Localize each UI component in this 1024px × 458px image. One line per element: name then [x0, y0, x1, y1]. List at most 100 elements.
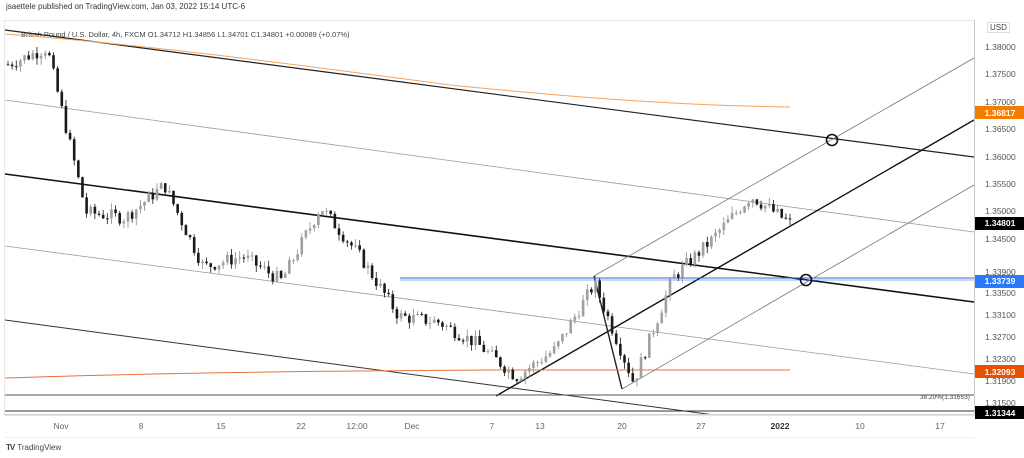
candle-body: [643, 357, 647, 359]
candle-body: [14, 66, 18, 68]
candle-body: [403, 313, 407, 316]
price-tick: 1.36500: [985, 124, 1016, 135]
candle-body: [685, 258, 688, 265]
candle-body: [64, 105, 68, 133]
currency-badge[interactable]: USD: [987, 22, 1010, 33]
candle-body: [672, 274, 676, 280]
time-tick: 17: [935, 421, 945, 431]
candle-body: [106, 218, 109, 220]
candle-body: [93, 206, 97, 214]
candle-body: [751, 199, 755, 203]
candle-body: [254, 255, 258, 266]
candle-body: [56, 68, 59, 92]
candle-body: [275, 271, 279, 282]
time-tick: 20: [617, 421, 627, 431]
lower-trendline[interactable]: [4, 319, 752, 414]
rising-trendline[interactable]: [495, 119, 974, 397]
candle-body: [482, 344, 486, 352]
candle-body: [35, 53, 39, 59]
candle-body: [437, 319, 440, 323]
candle-body: [143, 202, 146, 206]
descending-channel-mid[interactable]: [4, 99, 974, 233]
candle-body: [118, 213, 122, 224]
candle-body: [354, 245, 357, 247]
swing-leg[interactable]: [593, 275, 623, 390]
intersection-circle-lower[interactable]: [799, 273, 813, 287]
rising-channel-lower[interactable]: [621, 184, 974, 390]
price-axis[interactable]: USD 1.38000 1.37500 1.37000 1.36500 1.36000 1…: [974, 20, 1024, 420]
price-tick: 1.31500: [985, 398, 1016, 408]
candle-body: [412, 314, 415, 323]
candle-body: [184, 225, 188, 236]
price-label-last-price: 1.34801: [975, 216, 1024, 230]
candle-body: [461, 340, 465, 342]
candle-body: [201, 261, 204, 263]
candle-body: [234, 258, 237, 265]
intersection-circle-upper[interactable]: [825, 133, 839, 147]
upper-trendline[interactable]: [4, 29, 974, 158]
candle-body: [97, 213, 101, 215]
candle-body: [681, 264, 684, 278]
price-tick: 1.33100: [985, 310, 1016, 321]
candle-body: [362, 249, 366, 268]
candle-body: [606, 311, 610, 317]
tradingview-footer: TV TradingView: [6, 443, 61, 452]
candle-body: [523, 371, 527, 379]
middle-trendline[interactable]: [4, 173, 974, 303]
price-tick: 1.35500: [985, 178, 1016, 189]
candle-body: [548, 353, 552, 357]
candle-body: [213, 266, 217, 270]
candle-body: [288, 260, 291, 274]
candle-body: [610, 316, 614, 334]
time-tick: 7: [489, 421, 495, 431]
candle-body: [172, 190, 175, 205]
symbol-ohlc-legend: British Pound / U.S. Dollar, 4h, FXCM O1…: [21, 30, 350, 39]
candle-body: [139, 205, 142, 210]
candle-body: [656, 323, 659, 333]
chart-pane[interactable]: British Pound / U.S. Dollar, 4h, FXCM O1…: [4, 20, 975, 416]
candle-body: [457, 338, 461, 341]
candle-body: [507, 369, 510, 373]
time-tick: 12:00: [346, 421, 368, 431]
candle-body: [39, 55, 43, 59]
candle-body: [6, 64, 10, 66]
candle-body: [743, 206, 746, 213]
time-tick: 8: [138, 421, 144, 431]
candle-body: [705, 242, 709, 247]
candle-body: [238, 257, 242, 259]
tradingview-logo-icon: TV: [6, 443, 15, 452]
candle-body: [163, 183, 167, 193]
candle-body: [739, 212, 742, 214]
candle-body: [168, 190, 171, 193]
descending-channel-lower[interactable]: [4, 245, 974, 375]
candle-body: [569, 320, 573, 334]
time-tick: 27: [696, 421, 706, 431]
price-tick: 1.32700: [985, 332, 1016, 343]
candle-body: [561, 333, 564, 342]
candle-body: [114, 209, 117, 214]
candle-body: [652, 332, 655, 334]
candle-body: [267, 266, 270, 274]
candle-body: [536, 362, 539, 364]
candle-body: [420, 313, 424, 315]
candle-body: [540, 362, 544, 364]
rising-channel-upper[interactable]: [593, 57, 974, 277]
candle-body: [676, 274, 680, 278]
candle-body: [441, 322, 444, 327]
candle-body: [532, 362, 535, 369]
candle-body: [337, 228, 341, 235]
candle-body: [590, 289, 593, 293]
price-label-sma-red: 1.32093: [975, 365, 1024, 379]
candle-body: [565, 333, 568, 335]
candle-body: [511, 369, 515, 380]
candle-body: [660, 312, 664, 324]
candle-body: [60, 91, 64, 106]
candle-body: [710, 236, 713, 247]
candle-body: [664, 295, 668, 313]
candle-body: [85, 197, 88, 214]
price-plot[interactable]: [0, 0, 974, 414]
time-axis[interactable]: Nov 8 15 22 12:00 Dec 7 13 20 27 2022 10 17: [4, 414, 974, 438]
candle-body: [77, 160, 80, 178]
candle-body: [250, 255, 254, 257]
candle-body: [379, 283, 382, 286]
